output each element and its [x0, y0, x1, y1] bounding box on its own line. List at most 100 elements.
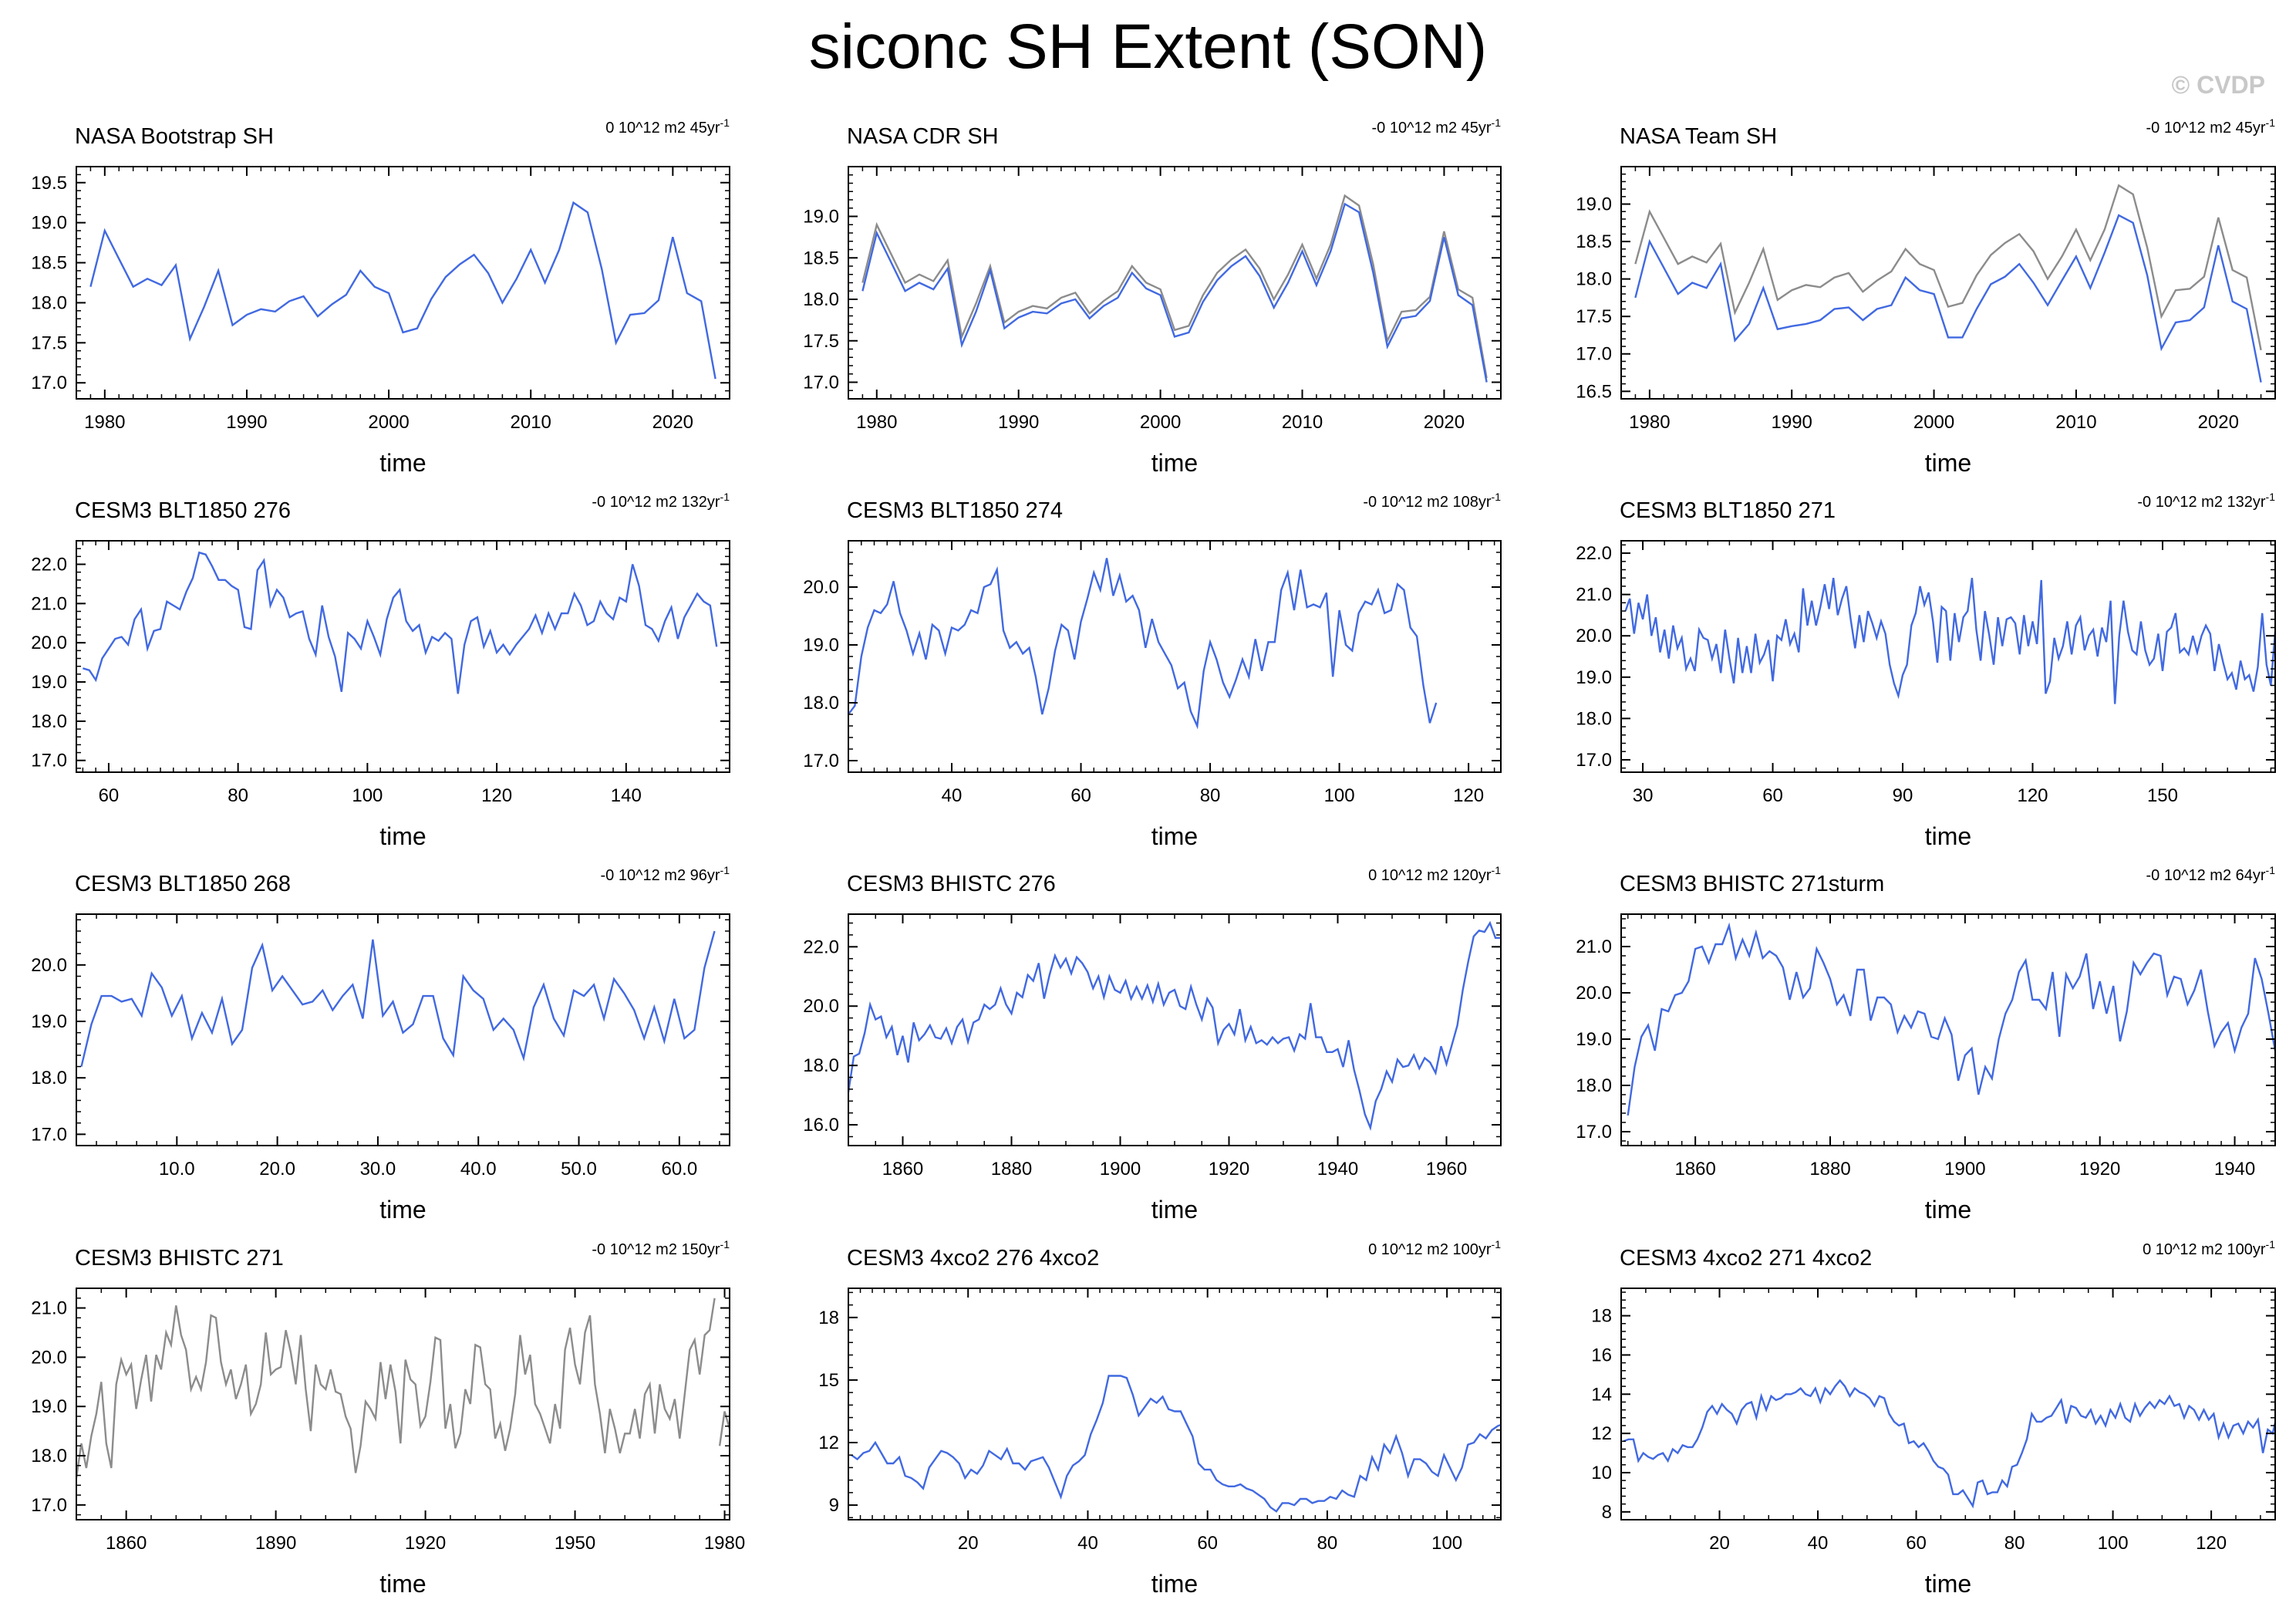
- y-tick-label: 12: [818, 1433, 839, 1453]
- x-tick-label: 60: [99, 785, 120, 806]
- panel-trend-exponent: -1: [720, 864, 730, 876]
- x-tick-label: 1980: [1629, 412, 1670, 433]
- y-tick-label: 10: [1591, 1463, 1612, 1483]
- plot-frame: [76, 1288, 730, 1520]
- y-tick-label: 9: [829, 1495, 839, 1516]
- panel-trend: 0 10^12 m2 45yr-1: [605, 116, 730, 137]
- panel-trend: -0 10^12 m2 45yr-1: [2146, 116, 2276, 137]
- x-tick-label: 2010: [2055, 412, 2096, 433]
- x-tick-label: 100: [352, 785, 383, 806]
- panel-9: CESM3 BHISTC 271sturm -0 10^12 m2 64yr-1 1…: [1576, 864, 2276, 1223]
- x-tick-label: 2000: [1140, 412, 1181, 433]
- panel-trend: -0 10^12 m2 150yr-1: [592, 1238, 730, 1258]
- x-tick-label: 1990: [226, 412, 267, 433]
- x-axis-label: time: [1925, 1570, 1971, 1598]
- x-tick-label: 2020: [2198, 412, 2239, 433]
- x-tick-label: 1990: [1772, 412, 1812, 433]
- x-tick-label: 1920: [405, 1533, 446, 1554]
- panel-title: NASA Bootstrap SH: [75, 124, 274, 149]
- plot-frame: [1620, 166, 2276, 400]
- y-tick-label: 18.0: [31, 292, 67, 313]
- plot-frame: [848, 1288, 1502, 1520]
- data-line-2: [1634, 214, 2262, 383]
- panel-title: CESM3 BHISTC 271sturm: [1620, 872, 1884, 896]
- y-tick-label: 18.5: [803, 248, 839, 268]
- data-line-1: [1627, 922, 2275, 1116]
- y-tick-label: 22.0: [1576, 543, 1612, 564]
- x-tick-label: 60: [1762, 785, 1783, 806]
- panel-trend-exponent: -1: [1492, 864, 1502, 876]
- panel-12: CESM3 4xco2 271 4xco2 0 10^12 m2 100yr-1 2…: [1591, 1238, 2276, 1598]
- panel-trend-exponent: -1: [720, 1238, 730, 1250]
- plot-frame: [1620, 540, 2276, 773]
- x-axis-label: time: [1151, 449, 1198, 477]
- y-tick-label: 18.0: [803, 1055, 839, 1076]
- x-tick-label: 80: [2004, 1533, 2025, 1554]
- panel-trend-text: -0 10^12 m2 108yr: [1363, 494, 1491, 511]
- x-tick-label: 40: [1077, 1533, 1098, 1554]
- y-tick-label: 22.0: [31, 555, 67, 575]
- x-axis-label: time: [1925, 822, 1971, 850]
- x-tick-label: 20.0: [259, 1159, 295, 1180]
- panel-8: CESM3 BHISTC 276 0 10^12 m2 120yr-1 1860 18…: [803, 864, 1502, 1223]
- x-tick-label: 140: [611, 785, 642, 806]
- y-tick-label: 20.0: [803, 577, 839, 598]
- x-axis-label: time: [379, 449, 426, 477]
- panel-trend: -0 10^12 m2 64yr-1: [2146, 864, 2276, 884]
- panel-trend-exponent: -1: [2266, 116, 2276, 129]
- x-tick-label: 120: [2017, 785, 2048, 806]
- y-tick-label: 17.0: [31, 751, 67, 771]
- x-tick-label: 1980: [84, 412, 125, 433]
- y-tick-label: 20.0: [1576, 626, 1612, 646]
- panel-trend-text: -0 10^12 m2 45yr: [2146, 120, 2266, 137]
- y-tick-label: 17.0: [803, 373, 839, 393]
- y-tick-label: 21.0: [31, 1298, 67, 1319]
- x-tick-label: 60.0: [661, 1159, 697, 1180]
- data-line-1: [851, 1375, 1501, 1513]
- x-tick-label: 2020: [1424, 412, 1465, 433]
- data-line-1: [89, 201, 716, 380]
- panel-5: CESM3 BLT1850 274 -0 10^12 m2 108yr-1 40 60…: [803, 491, 1502, 850]
- data-line-2: [718, 1411, 730, 1446]
- y-tick-label: 17.0: [31, 1124, 67, 1145]
- x-axis-label: time: [1151, 1196, 1198, 1223]
- y-tick-label: 21.0: [1576, 937, 1612, 957]
- x-tick-label: 1920: [1209, 1159, 1249, 1180]
- x-tick-label: 30.0: [360, 1159, 396, 1180]
- y-tick-label: 18: [818, 1308, 839, 1328]
- x-tick-label: 1940: [1317, 1159, 1358, 1180]
- x-tick-label: 120: [1453, 785, 1484, 806]
- y-tick-label: 17.5: [31, 332, 67, 353]
- x-tick-label: 40: [942, 785, 963, 806]
- y-tick-label: 19.0: [803, 635, 839, 656]
- y-tick-label: 19.0: [31, 1396, 67, 1417]
- x-tick-label: 1920: [2079, 1159, 2120, 1180]
- panel-trend: 0 10^12 m2 100yr-1: [2143, 1238, 2275, 1258]
- x-tick-label: 80: [228, 785, 248, 806]
- data-line-1: [76, 1298, 716, 1478]
- y-tick-label: 17.0: [31, 1495, 67, 1516]
- panel-7: CESM3 BLT1850 268 -0 10^12 m2 96yr-1 10.0 2…: [31, 864, 730, 1223]
- plot-frame: [1620, 1288, 2276, 1520]
- plot-frame: [76, 913, 730, 1146]
- y-tick-label: 19.0: [31, 1011, 67, 1032]
- panel-2: NASA CDR SH -0 10^12 m2 45yr-1 1980 1990 200…: [803, 116, 1502, 477]
- panel-title: CESM3 BLT1850 271: [1620, 498, 1836, 523]
- y-tick-label: 17.5: [1576, 306, 1612, 327]
- x-tick-label: 1900: [1944, 1159, 1985, 1180]
- y-tick-label: 18.0: [1576, 708, 1612, 729]
- x-tick-label: 50.0: [561, 1159, 597, 1180]
- panel-trend: -0 10^12 m2 108yr-1: [1363, 491, 1501, 511]
- x-tick-label: 1860: [882, 1159, 923, 1180]
- x-tick-label: 60: [1070, 785, 1091, 806]
- panel-title: CESM3 BHISTC 276: [847, 872, 1056, 896]
- panel-trend: -0 10^12 m2 132yr-1: [592, 491, 730, 511]
- x-tick-label: 1980: [704, 1533, 745, 1554]
- y-tick-label: 8: [1602, 1502, 1612, 1523]
- panel-trend-text: 0 10^12 m2 120yr: [1368, 867, 1492, 884]
- panel-trend-exponent: -1: [2266, 491, 2276, 503]
- panel-trend-text: -0 10^12 m2 45yr: [1372, 120, 1492, 137]
- panel-trend-exponent: -1: [720, 491, 730, 503]
- data-line-1: [848, 920, 1501, 1132]
- x-tick-label: 1860: [1674, 1159, 1715, 1180]
